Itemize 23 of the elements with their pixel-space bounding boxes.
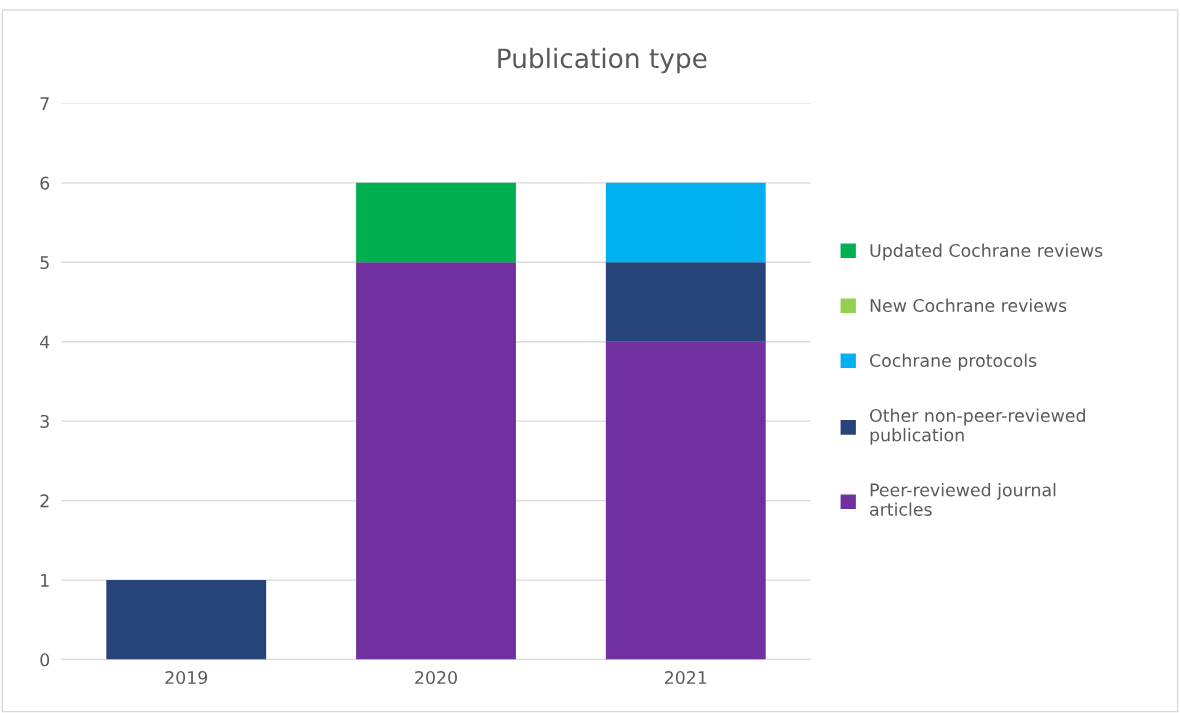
y-tick-label: 2 [40,494,49,508]
chart-title: Publication type [498,47,707,74]
bar [605,182,766,263]
legend-label: Peer-reviewed journal articles [870,483,1056,516]
bar [356,262,516,660]
bar [605,262,766,342]
legend-label: New Cochrane reviews [870,298,1067,313]
bar [605,341,766,660]
x-tick-label: 2021 [664,670,707,685]
y-tick-label: 3 [40,414,49,429]
bar [106,580,267,660]
legend-label: Updated Cochrane reviews [870,243,1103,261]
legend-label: Other non-peer-reviewed publication [870,408,1085,445]
y-tick-label: 0 [40,653,50,667]
legend-label: Cochrane protocols [870,353,1037,371]
bar [356,182,516,263]
y-tick-label: 4 [40,335,50,349]
y-tick-label: 1 [41,574,49,587]
y-tick-label: 7 [40,97,49,110]
x-tick-label: 2019 [165,670,208,685]
y-tick-label: 5 [40,256,49,270]
x-tick-label: 2020 [415,670,457,685]
y-tick-label: 6 [40,176,50,190]
